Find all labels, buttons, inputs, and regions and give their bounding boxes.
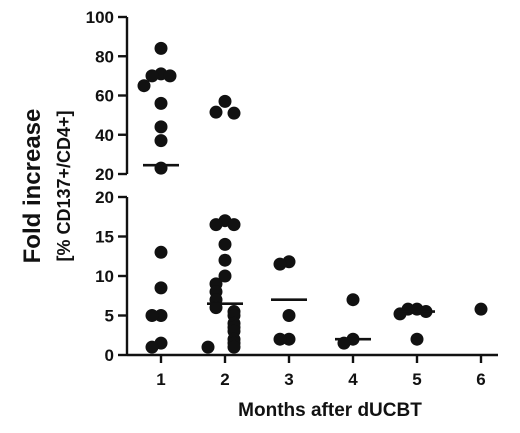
data-point [201, 340, 215, 354]
x-tick-label: 4 [348, 370, 358, 389]
data-point [154, 245, 168, 259]
data-point [163, 69, 177, 83]
data-point [273, 332, 287, 346]
data-point [137, 79, 151, 93]
data-point [410, 332, 424, 346]
data-point [227, 218, 241, 232]
data-point [154, 120, 168, 134]
x-axis-title: Months after dUCBT [238, 400, 422, 421]
data-point [145, 309, 159, 322]
data-point [218, 94, 232, 108]
y-tick-label: 10 [95, 267, 114, 286]
data-point [273, 257, 287, 271]
data-point [218, 269, 232, 283]
data-point [218, 253, 232, 267]
data-point [227, 340, 241, 354]
data-point [346, 293, 360, 307]
data-point [227, 106, 241, 120]
y-axis-subtitle: [% CD137+/CD4+] [54, 110, 74, 261]
data-point [154, 309, 168, 322]
data-point [154, 161, 168, 175]
data-point [218, 237, 232, 251]
data-point [474, 302, 488, 316]
x-tick-label: 5 [412, 370, 421, 389]
data-point [282, 332, 296, 346]
data-points [137, 41, 488, 354]
data-point [154, 134, 168, 148]
x-tick-label: 6 [476, 370, 485, 389]
y-tick-label: 80 [95, 47, 114, 66]
data-point [393, 307, 407, 321]
data-point [154, 41, 168, 55]
y-tick-label: 60 [95, 87, 114, 106]
data-point [154, 96, 168, 110]
tick-marks [118, 15, 483, 363]
x-tick-label: 2 [220, 370, 229, 389]
median-lines [143, 163, 435, 341]
y-tick-label: 40 [95, 126, 114, 145]
tick-labels: 20 40 60 80 100 0 5 10 15 20 1 2 3 4 5 6 [86, 8, 486, 389]
y-tick-label: 20 [95, 188, 114, 207]
data-point [209, 105, 223, 119]
data-point [282, 309, 296, 322]
data-point [145, 340, 159, 354]
y-tick-label: 5 [105, 307, 114, 326]
x-tick-label: 3 [284, 370, 293, 389]
data-point [209, 218, 223, 232]
y-axis-title: Fold increase [19, 109, 46, 264]
y-tick-label: 0 [105, 346, 114, 365]
y-tick-label: 20 [95, 165, 114, 184]
data-point [145, 69, 159, 83]
y-tick-label: 15 [95, 228, 114, 247]
x-tick-label: 1 [156, 370, 165, 389]
axes [125, 17, 498, 357]
y-tick-label: 100 [86, 8, 114, 27]
data-point [154, 281, 168, 295]
